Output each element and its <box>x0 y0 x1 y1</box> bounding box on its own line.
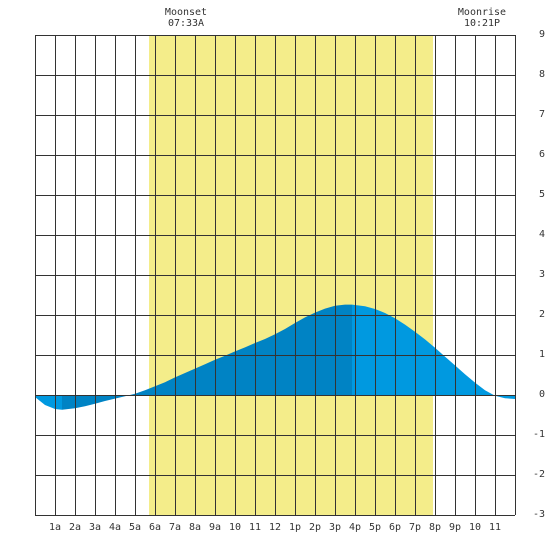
grid-lines <box>35 35 516 516</box>
y-tick-label: -2 <box>532 469 545 480</box>
y-tick-label: 9 <box>538 29 545 40</box>
moonrise-label: Moonrise 10:21P <box>442 7 522 29</box>
x-tick-label: 5p <box>368 522 382 533</box>
y-tick-label: -1 <box>532 429 545 440</box>
x-tick-label: 9a <box>208 522 222 533</box>
x-tick-label: 11 <box>248 522 262 533</box>
y-tick-label: 6 <box>538 149 545 160</box>
y-tick-label: 4 <box>538 229 545 240</box>
x-tick-label: 8a <box>188 522 202 533</box>
x-tick-label: 1a <box>48 522 62 533</box>
y-tick-label: 2 <box>538 309 545 320</box>
y-tick-label: 7 <box>538 109 545 120</box>
x-tick-label: 9p <box>448 522 462 533</box>
x-tick-label: 6p <box>388 522 402 533</box>
x-tick-label: 3p <box>328 522 342 533</box>
x-tick-label: 10 <box>228 522 242 533</box>
x-tick-label: 3a <box>88 522 102 533</box>
moonrise-title: Moonrise <box>457 7 507 18</box>
y-tick-label: 8 <box>538 69 545 80</box>
y-tick-label: 3 <box>538 269 545 280</box>
y-tick-label: 5 <box>538 189 545 200</box>
moonset-title: Moonset <box>164 7 208 18</box>
x-tick-label: 4p <box>348 522 362 533</box>
x-tick-label: 12 <box>268 522 282 533</box>
x-tick-label: 10 <box>468 522 482 533</box>
x-tick-label: 7a <box>168 522 182 533</box>
tide-area-rising <box>62 304 352 410</box>
x-tick-label: 1p <box>288 522 302 533</box>
moonset-time: 07:33A <box>167 18 205 29</box>
y-tick-label: 0 <box>538 389 545 400</box>
moonset-label: Moonset 07:33A <box>146 7 226 29</box>
x-tick-label: 8p <box>428 522 442 533</box>
x-tick-label: 11 <box>488 522 502 533</box>
y-tick-label: -3 <box>532 509 545 520</box>
y-tick-label: 1 <box>538 349 545 360</box>
x-tick-label: 7p <box>408 522 422 533</box>
tide-area-falling <box>352 304 515 399</box>
moonrise-time: 10:21P <box>463 18 501 29</box>
x-tick-label: 2p <box>308 522 322 533</box>
x-tick-label: 2a <box>68 522 82 533</box>
x-tick-label: 6a <box>148 522 162 533</box>
tide-area-falling <box>35 395 62 410</box>
x-tick-label: 4a <box>108 522 122 533</box>
x-tick-label: 5a <box>128 522 142 533</box>
